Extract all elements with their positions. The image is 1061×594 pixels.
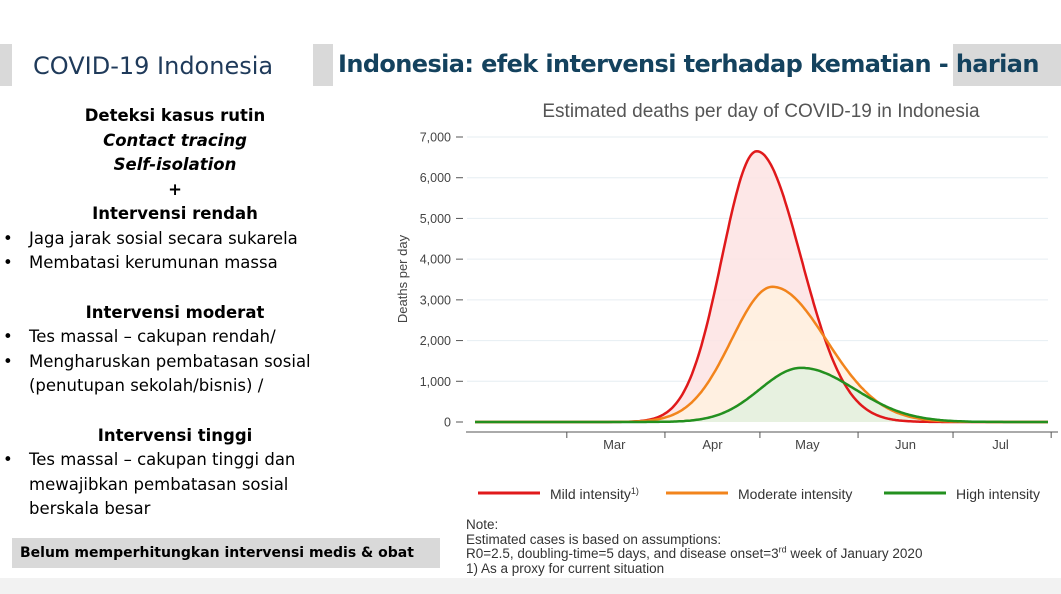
- right-title-accent-right: [953, 44, 1061, 86]
- right-title-accent-left: [313, 44, 333, 86]
- heading-routine-detection: Deteksi kasus rutin: [84, 106, 266, 125]
- series-areas: [475, 151, 1048, 423]
- axes: 0 1,000 2,000 3,000 4,000 5,000 6,000 7,000 Mar A…: [420, 131, 1058, 452]
- note-parameters: R0=2.5, doubling-time=5 days, and diseas…: [466, 544, 923, 561]
- y-tick-label: 4,000: [420, 253, 451, 267]
- intervention-list: Deteksi kasus rutin Contact tracing Self…: [0, 104, 350, 522]
- footer-bar: [12, 538, 440, 568]
- y-tick-label: 0: [444, 416, 451, 430]
- y-axis-label: Deaths per day: [395, 234, 410, 323]
- left-panel-title: COVID-19 Indonesia: [33, 52, 274, 80]
- legend-label: Mild intensity1): [550, 486, 639, 502]
- chart-note: Note: Estimated cases is based on assump…: [466, 517, 923, 576]
- y-tick-label: 7,000: [420, 131, 451, 145]
- list-item: Mengharuskan pembatasan sosial (penutupa…: [0, 350, 350, 399]
- series-area: [475, 367, 1048, 422]
- list-item: Membatasi kerumunan massa: [0, 251, 350, 276]
- y-tick-label: 5,000: [420, 212, 451, 226]
- bottom-strip: [0, 578, 1061, 594]
- note-heading: Note:: [466, 517, 499, 532]
- moderate-intervention-title: Intervensi moderat: [85, 302, 265, 322]
- low-intervention-title: Intervensi rendah: [92, 204, 258, 223]
- list-item: Jaga jarak sosial secara sukarela: [0, 227, 350, 252]
- low-intervention-list: Jaga jarak sosial secara sukarela Membat…: [0, 227, 350, 276]
- high-intervention-title: Intervensi tinggi: [97, 425, 253, 445]
- note-assumptions: Estimated cases is based on assumptions:: [466, 531, 722, 547]
- y-tick-label: 1,000: [420, 375, 451, 389]
- heading-contact-tracing: Contact tracing: [103, 130, 247, 150]
- chart-title: Estimated deaths per day of COVID-19 in …: [542, 101, 980, 122]
- note-proxy: 1) As a proxy for current situation: [466, 560, 665, 576]
- high-intervention-list: Tes massal – cakupan tinggi dan mewajibk…: [0, 448, 350, 522]
- x-tick-label: May: [795, 437, 820, 452]
- list-item: Tes massal – cakupan rendah/: [0, 325, 350, 350]
- x-tick-label: Mar: [603, 437, 626, 452]
- x-tick-label: Apr: [702, 437, 723, 452]
- left-title-accent: [0, 44, 12, 86]
- x-tick-label: Jun: [895, 437, 916, 452]
- y-tick-label: 3,000: [420, 293, 451, 307]
- legend-label: High intensity: [956, 486, 1040, 502]
- legend: Mild intensity1) Moderate intensity High i…: [478, 486, 1040, 502]
- legend-label: Moderate intensity: [738, 486, 852, 502]
- right-panel-title: Indonesia: efek intervensi terhadap kema…: [338, 50, 1039, 78]
- heading-self-isolation: Self-isolation: [113, 155, 237, 174]
- list-item: Tes massal – cakupan tinggi dan mewajibk…: [0, 448, 350, 522]
- series-lines: [475, 150, 1048, 424]
- series-area: [475, 151, 1048, 423]
- series-area: [475, 286, 1048, 422]
- plus-sign: +: [168, 179, 182, 199]
- x-tick-label: Jul: [992, 437, 1009, 452]
- moderate-intervention-list: Tes massal – cakupan rendah/ Mengharuska…: [0, 325, 350, 399]
- y-tick-label: 2,000: [420, 334, 451, 348]
- y-tick-label: 6,000: [420, 171, 451, 185]
- footer-disclaimer: Belum memperhitungkan intervensi medis &…: [20, 545, 414, 561]
- series-line: [475, 366, 1048, 424]
